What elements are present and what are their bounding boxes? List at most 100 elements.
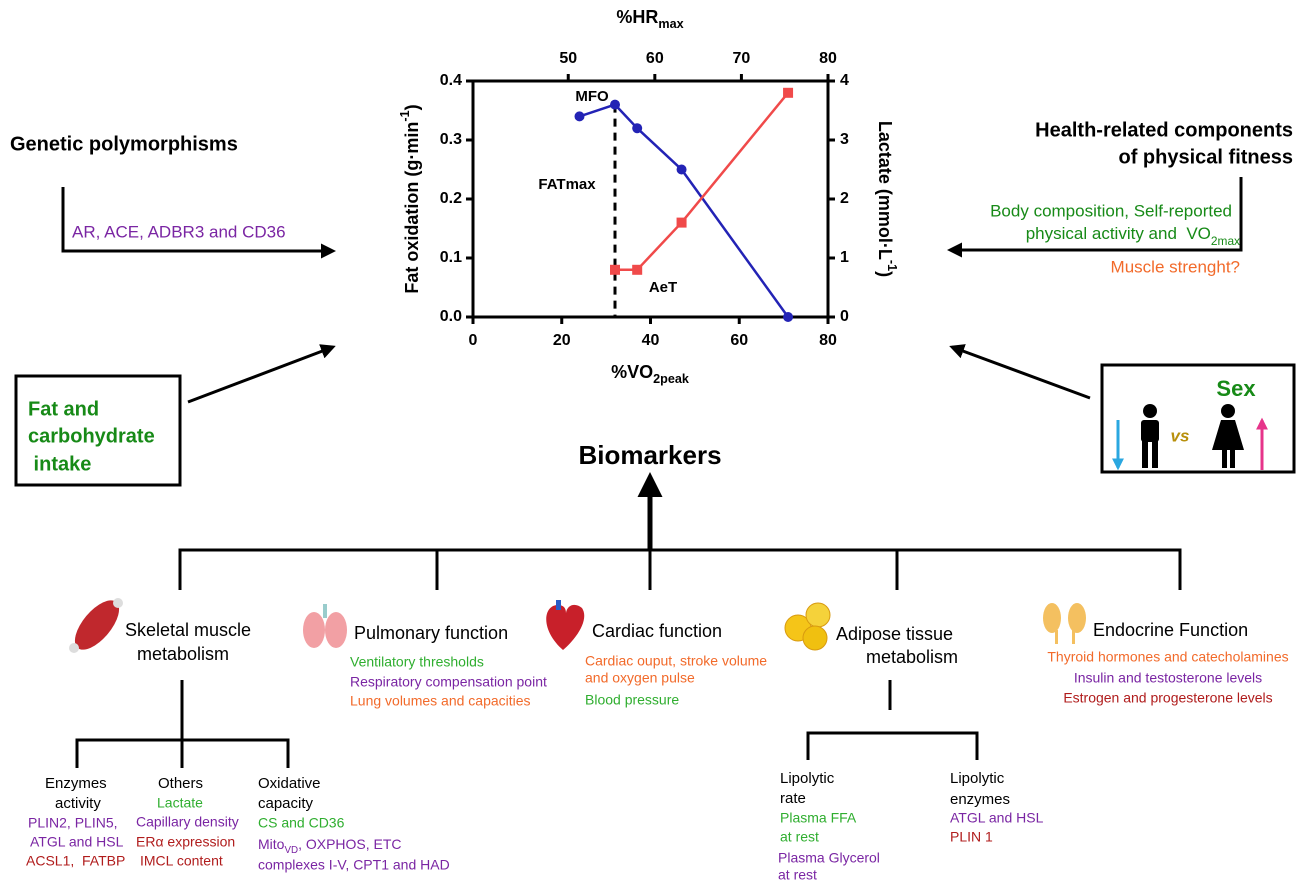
label: Lipolytic (950, 770, 1005, 787)
label: at rest (780, 829, 819, 845)
label: Oxidative (258, 775, 321, 792)
y2-axis-title-part: Lactate (mmol·L (875, 121, 895, 260)
label: Genetic polymorphisms (10, 133, 238, 155)
x-tick-label: 60 (730, 332, 748, 349)
label: Body composition, Self-reported (990, 201, 1232, 220)
x2-tick-label: 80 (819, 50, 837, 67)
muscle-icon (67, 593, 127, 657)
point (783, 312, 793, 322)
y2-axis-title-part: ) (875, 271, 895, 277)
label: ACSL1, FATBP (26, 853, 125, 869)
label: Pulmonary function (354, 623, 508, 643)
annotation: AeT (649, 279, 677, 296)
y-tick-label: 0.2 (440, 190, 462, 207)
label: Plasma FFA (780, 810, 857, 826)
label: AR, ACE, ADBR3 and CD36 (72, 222, 286, 241)
label: metabolism (866, 647, 958, 667)
point (677, 218, 687, 228)
point (632, 123, 642, 133)
label: Cardiac ouput, stroke volume (585, 653, 767, 669)
y-axis-title-part: Fat oxidation (g·min (402, 122, 422, 294)
label: Enzymes (45, 775, 107, 792)
label: at rest (778, 867, 817, 883)
label: Plasma Glycerol (778, 850, 880, 866)
label: physical activity and VO2max (1026, 224, 1240, 248)
label: MitoVD, OXPHOS, ETC (258, 836, 402, 856)
lungs-icon (303, 604, 347, 648)
x-tick-label: 20 (553, 332, 571, 349)
y-tick-label: 0.0 (440, 308, 462, 325)
x-axis-title: %VO2peak (611, 362, 690, 387)
y2-tick-label: 1 (840, 249, 849, 266)
figure: 020406080506070800.00.10.20.30.401234%VO… (0, 0, 1305, 883)
label: rate (780, 790, 806, 807)
label: vs (1171, 426, 1190, 445)
label: Respiratory compensation point (350, 674, 547, 690)
label: Biomarkers (578, 440, 721, 470)
point (610, 100, 620, 110)
x-tick-label: 80 (819, 332, 837, 349)
y-tick-label: 0.4 (440, 72, 462, 89)
label: and oxygen pulse (585, 670, 695, 686)
label: Thyroid hormones and catecholamines (1047, 649, 1288, 665)
point (632, 265, 642, 275)
x2-tick-label: 50 (559, 50, 577, 67)
label: Sex (1216, 376, 1256, 401)
label-part: 2max (1211, 234, 1240, 248)
tree (180, 550, 1180, 590)
heart-icon (546, 600, 584, 650)
label: Adipose tissue (836, 624, 953, 644)
x2-axis-title-part: %HR (616, 7, 658, 27)
y2-axis-title: Lactate (mmol·L-1) (875, 121, 898, 277)
label: Fat and (28, 398, 99, 420)
label: Health-related components (1035, 119, 1293, 141)
series-line (615, 93, 788, 270)
x2-axis-title-part: max (658, 17, 683, 31)
label: carbohydrate (28, 425, 155, 447)
annotation: MFO (575, 88, 609, 105)
x2-axis-title: %HRmax (616, 7, 683, 32)
label: Lipolytic (780, 770, 835, 787)
sex-box (1102, 365, 1294, 472)
x-axis-title-part: %VO (611, 362, 653, 382)
label: of physical fitness (1119, 146, 1294, 168)
label: PLIN 1 (950, 829, 993, 845)
label: enzymes (950, 791, 1010, 808)
y-tick-label: 0.1 (440, 249, 462, 266)
kidney-icon (1043, 603, 1086, 644)
page: 020406080506070800.00.10.20.30.401234%VO… (0, 0, 1305, 883)
label: Muscle strenght? (1111, 257, 1240, 276)
label: Skeletal muscle (125, 620, 251, 640)
label: intake (28, 453, 91, 475)
y-axis-title-part: -1 (398, 110, 412, 121)
y2-tick-label: 0 (840, 308, 849, 325)
label: IMCL content (140, 853, 223, 869)
label: Insulin and testosterone levels (1074, 670, 1262, 686)
label: ERα expression (136, 834, 235, 850)
point (610, 265, 620, 275)
label-part: physical activity and VO (1026, 224, 1211, 243)
label: CS and CD36 (258, 815, 345, 831)
x2-tick-label: 70 (733, 50, 751, 67)
label: Others (158, 775, 203, 792)
label-part: Mito (258, 836, 285, 852)
label: Ventilatory thresholds (350, 654, 484, 670)
label: metabolism (137, 644, 229, 664)
y2-axis-title-part: -1 (885, 260, 899, 271)
point (783, 88, 793, 98)
arrow (188, 347, 333, 402)
label: Blood pressure (585, 692, 679, 708)
label: Cardiac function (592, 621, 722, 641)
x-tick-label: 40 (642, 332, 660, 349)
point (677, 165, 687, 175)
label-part: , OXPHOS, ETC (298, 836, 401, 852)
label: capacity (258, 795, 314, 812)
label: complexes I-V, CPT1 and HAD (258, 857, 450, 873)
y2-tick-label: 2 (840, 190, 849, 207)
y-tick-label: 0.3 (440, 131, 462, 148)
x2-tick-label: 60 (646, 50, 664, 67)
x-tick-label: 0 (469, 332, 478, 349)
arrow (952, 347, 1090, 398)
y-axis-title-part: ) (402, 104, 422, 110)
